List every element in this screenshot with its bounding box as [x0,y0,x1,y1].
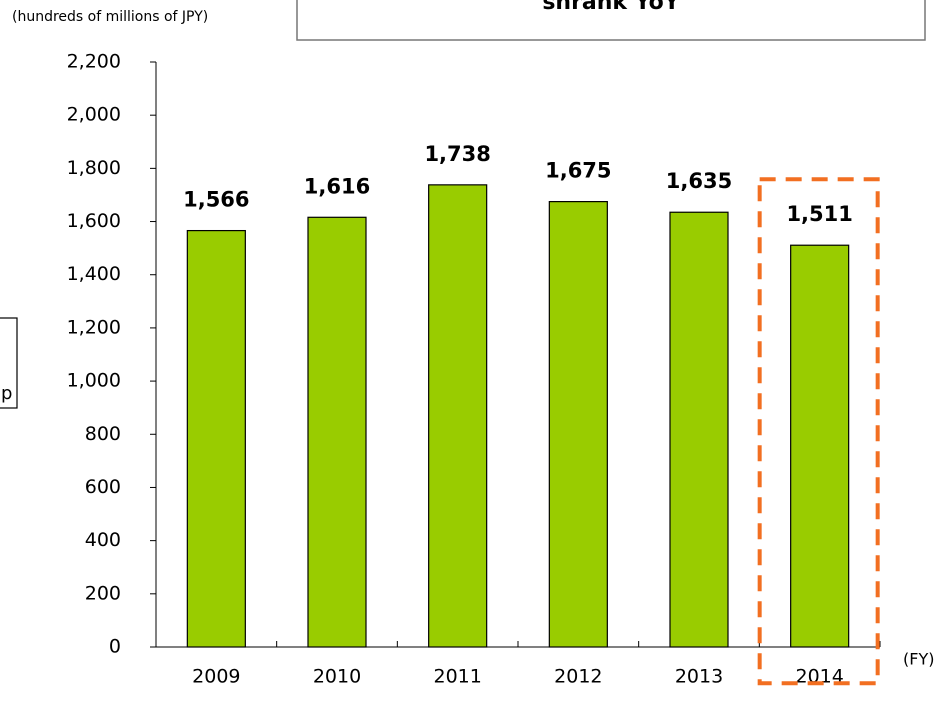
x-tick-label: 2009 [192,666,240,688]
side-box [0,317,18,409]
y-tick-label: 1,600 [67,210,121,232]
y-tick-label: 1,000 [67,370,121,392]
y-tick-label: 1,200 [67,316,121,338]
value-label: 1,738 [424,142,490,166]
bar [428,184,488,648]
y-tick-label: 400 [85,529,121,551]
value-label: 1,675 [545,159,611,183]
y-tick-label: 2,000 [67,104,121,126]
x-tick-label: 2010 [313,666,361,688]
bar [790,244,850,648]
y-tick-label: 2,200 [67,51,121,73]
y-tick-label: 200 [85,582,121,604]
x-tick-label: 2013 [675,666,723,688]
x-axis-label: (FY) [903,650,934,669]
y-axis-label: (hundreds of millions of JPY) [12,9,208,25]
y-tick-label: 1,400 [67,263,121,285]
value-label: 1,566 [183,188,249,212]
x-tick-label: 2011 [433,666,481,688]
value-label: 1,635 [666,169,732,193]
x-tick-label: 2014 [795,666,843,688]
bar [548,201,608,648]
y-tick-label: 800 [85,423,121,445]
chart-title: shrank YoY [542,0,680,15]
title-box [296,0,926,41]
y-tick-label: 600 [85,476,121,498]
y-tick-label: 1,800 [67,157,121,179]
bar [669,211,729,648]
y-tick-label: 0 [109,636,121,658]
value-label: 1,616 [304,174,370,198]
side-note: p [1,383,12,404]
bar [186,229,246,648]
x-tick-label: 2012 [554,666,602,688]
bar [307,216,367,648]
value-label: 1,511 [786,202,852,226]
highlight-box [757,177,880,686]
